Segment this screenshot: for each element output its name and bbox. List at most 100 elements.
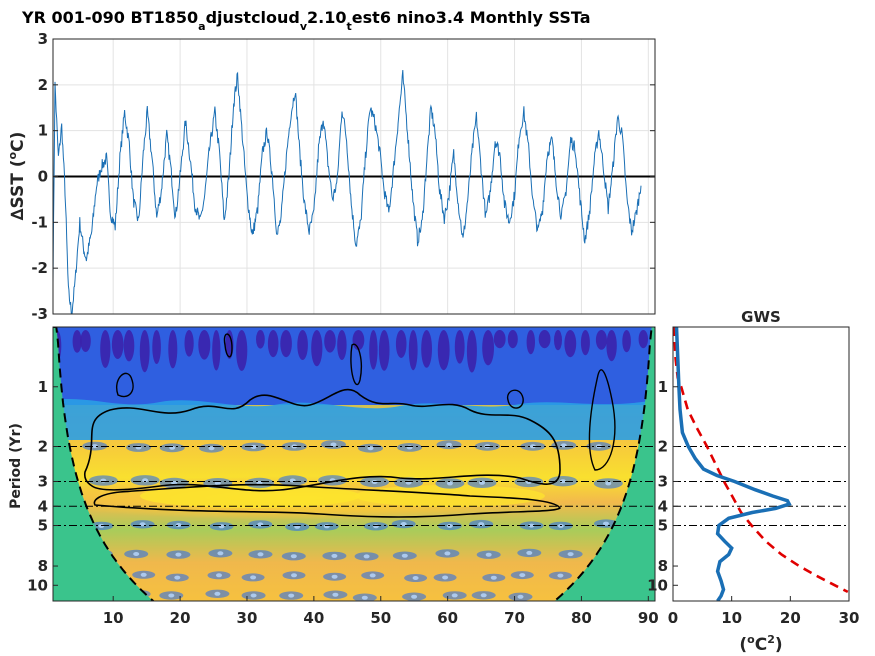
- y-tick-label: 1: [38, 122, 48, 140]
- low-power-patch: [466, 330, 477, 373]
- low-power-patch: [526, 330, 535, 355]
- cone-of-influence: [53, 327, 655, 601]
- x-tick-label: 20: [780, 609, 801, 627]
- low-power-patch: [454, 330, 465, 364]
- gws-x-label: (oC2): [739, 633, 782, 655]
- low-power-patch: [493, 330, 506, 349]
- y-tick-label: 4: [38, 497, 48, 515]
- low-power-patch: [72, 330, 82, 353]
- low-power-spot-center: [332, 592, 339, 597]
- low-power-spot-center: [140, 572, 147, 577]
- low-power-patch: [395, 330, 407, 358]
- low-power-patch: [324, 330, 336, 353]
- y-tick-label: 8: [38, 557, 48, 575]
- low-power-spot-center: [100, 478, 107, 483]
- low-power-patch: [111, 330, 124, 359]
- low-power-patch: [595, 330, 607, 350]
- significance-contour-small: [116, 333, 616, 471]
- low-power-patch: [184, 330, 194, 357]
- significance-contour: [93, 483, 562, 518]
- low-power-spot-center: [217, 551, 224, 556]
- low-power-spot-center: [444, 551, 451, 556]
- x-tick-label: 90: [638, 609, 659, 627]
- low-power-patch: [198, 330, 211, 360]
- gws-y-ticks: 1 2 3 4 5 810: [647, 378, 678, 594]
- reference-period-lines: [53, 446, 655, 527]
- low-power-spot-center: [406, 445, 413, 450]
- y-tick-label: -1: [31, 213, 48, 231]
- timeseries-y-ticks: -3 -2 -1 0 1 2 3: [31, 30, 655, 323]
- low-power-spot-center: [401, 553, 408, 558]
- significance-contour-upper: [83, 388, 561, 492]
- low-power-spot-center: [490, 575, 497, 580]
- x-tick-label: 20: [170, 609, 191, 627]
- low-power-patch: [638, 330, 648, 349]
- y-tick-label: 10: [27, 576, 48, 594]
- y-tick-label: 3: [658, 472, 668, 490]
- low-power-patch: [123, 330, 135, 362]
- low-power-spot-center: [517, 594, 524, 599]
- gws-reference-lines: [673, 446, 849, 527]
- x-tick-label: 30: [237, 609, 258, 627]
- low-power-spot-center: [367, 446, 374, 451]
- low-power-spot-center: [485, 552, 492, 557]
- low-power-patch: [80, 330, 91, 352]
- y-tick-label: 1: [658, 378, 668, 396]
- low-power-patch: [297, 330, 308, 360]
- low-power-spot-center: [257, 552, 264, 557]
- low-power-patch: [212, 330, 221, 371]
- low-power-spot-center: [557, 573, 564, 578]
- wavelet-y-label: Period (Yr): [8, 423, 24, 509]
- sst-anomaly-line: [53, 69, 642, 314]
- low-power-spot-center: [250, 593, 257, 598]
- wavelet-x-ticks: 10 20 30 40 50 60 70 80 90: [103, 596, 659, 627]
- low-power-patch: [622, 330, 631, 353]
- wavelet-frame: [52, 326, 656, 602]
- low-power-spot-center: [208, 446, 215, 451]
- low-power-spot-center: [331, 553, 338, 558]
- low-power-spot-center: [142, 478, 149, 483]
- low-power-spot-center: [218, 524, 225, 529]
- timeseries-panel: -3 -2 -1 0 1 2 3 ∆SST (oC): [6, 30, 656, 323]
- low-power-spot-center: [363, 554, 370, 559]
- low-power-patch: [100, 330, 111, 368]
- x-tick-label: 80: [571, 609, 592, 627]
- gws-frame: [672, 326, 850, 602]
- y-tick-label: 5: [658, 517, 668, 535]
- low-power-spot-center: [168, 593, 175, 598]
- low-power-spot-center: [175, 523, 182, 527]
- low-power-spot-center: [291, 573, 297, 578]
- low-power-patch: [267, 330, 279, 358]
- low-power-spot-center: [371, 480, 378, 484]
- y-tick-label: 1: [38, 378, 48, 396]
- x-tick-label: 50: [370, 609, 391, 627]
- low-power-spot-center: [411, 594, 418, 599]
- x-tick-label: 0: [668, 609, 678, 627]
- low-power-spot-center: [559, 479, 566, 484]
- timeseries-y-label: ∆SST (oC): [6, 132, 28, 221]
- x-tick-label: 10: [103, 609, 124, 627]
- low-power-patch: [538, 330, 551, 349]
- low-power-patch: [311, 330, 323, 367]
- y-tick-label: 10: [647, 576, 668, 594]
- low-power-spot-center: [330, 442, 337, 447]
- x-tick-label: 10: [721, 609, 742, 627]
- gws-spectrum-line: [674, 327, 792, 601]
- low-power-patch: [337, 330, 347, 360]
- y-tick-label: 8: [658, 557, 668, 575]
- chart-title: YR 001-090 BT1850adjustcloudv2.10test6 n…: [21, 8, 591, 33]
- low-power-patch: [378, 330, 390, 371]
- low-power-spot-center: [519, 573, 526, 578]
- low-power-spot-center: [480, 593, 487, 598]
- low-power-spot-center: [400, 522, 407, 526]
- y-tick-label: 4: [658, 497, 668, 515]
- low-power-patch: [256, 330, 265, 349]
- x-tick-label: 30: [839, 609, 860, 627]
- low-power-spot-center: [529, 444, 536, 449]
- wavelet-y-ticks: 1 2 3 4 5 810: [27, 378, 58, 594]
- y-tick-label: 3: [38, 472, 48, 490]
- y-tick-label: -3: [31, 305, 48, 323]
- low-power-spot-center: [528, 523, 535, 528]
